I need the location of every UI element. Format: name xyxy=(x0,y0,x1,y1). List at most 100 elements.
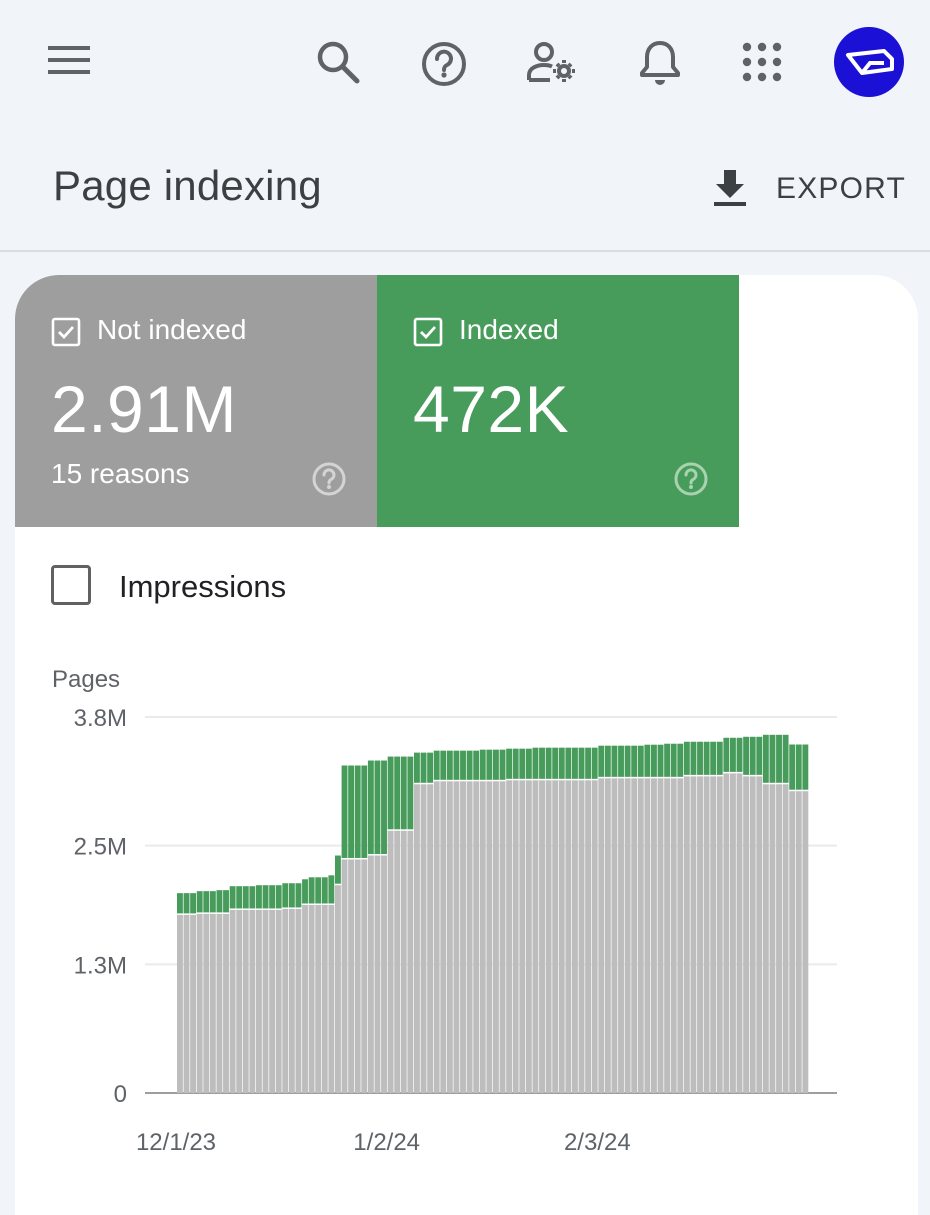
bar-indexed xyxy=(651,744,657,777)
bar-not-indexed xyxy=(453,781,460,1093)
bar-not-indexed xyxy=(249,909,256,1093)
bar-indexed xyxy=(532,747,539,779)
report-card: Not indexed 2.91M 15 reasons Indexed 472… xyxy=(15,275,918,1215)
bar-not-indexed xyxy=(190,914,197,1093)
bar-indexed xyxy=(657,744,664,777)
bar-indexed xyxy=(802,744,809,790)
impressions-checkbox[interactable] xyxy=(51,565,91,605)
bar-indexed xyxy=(637,745,644,777)
indexed-value: 472K xyxy=(413,372,570,446)
impressions-label: Impressions xyxy=(119,569,287,604)
bar-indexed xyxy=(427,752,434,783)
bar-indexed xyxy=(223,890,229,913)
bar-indexed xyxy=(354,765,361,858)
bar-indexed xyxy=(552,747,559,779)
help-icon[interactable] xyxy=(420,40,468,88)
bar-not-indexed xyxy=(460,781,466,1093)
bar-not-indexed xyxy=(743,776,750,1093)
not-indexed-checkbox-icon[interactable] xyxy=(51,317,81,352)
bar-not-indexed xyxy=(499,781,506,1093)
bar-not-indexed xyxy=(321,905,328,1093)
bar-not-indexed xyxy=(519,780,526,1093)
bar-not-indexed xyxy=(466,781,473,1093)
bar-not-indexed xyxy=(183,914,190,1093)
export-button[interactable]: EXPORT xyxy=(706,158,906,218)
bar-indexed xyxy=(782,734,789,783)
bar-not-indexed xyxy=(611,778,618,1093)
bar-indexed xyxy=(558,747,565,779)
bar-indexed xyxy=(624,745,631,777)
bar-indexed xyxy=(578,747,585,779)
bar-not-indexed xyxy=(394,830,401,1093)
bar-indexed xyxy=(506,748,513,779)
bar-not-indexed xyxy=(552,780,559,1093)
bar-indexed xyxy=(795,744,802,790)
help-icon[interactable] xyxy=(311,461,347,502)
bar-not-indexed xyxy=(236,909,243,1093)
bar-not-indexed xyxy=(512,780,519,1093)
bar-not-indexed xyxy=(723,773,730,1093)
bar-indexed xyxy=(433,750,440,780)
bar-not-indexed xyxy=(387,830,394,1093)
bar-not-indexed xyxy=(308,905,315,1093)
bar-not-indexed xyxy=(637,778,644,1093)
bar-not-indexed xyxy=(677,778,684,1093)
bar-indexed xyxy=(216,890,223,913)
bar-indexed xyxy=(256,885,262,909)
notifications-icon[interactable] xyxy=(638,38,682,86)
impressions-toggle[interactable]: Impressions xyxy=(51,565,351,611)
bar-not-indexed xyxy=(361,859,368,1093)
bar-indexed xyxy=(367,760,374,855)
bar-indexed xyxy=(762,734,769,783)
bar-not-indexed xyxy=(288,908,295,1093)
bar-not-indexed xyxy=(644,778,651,1093)
bar-not-indexed xyxy=(262,909,269,1093)
bar-not-indexed xyxy=(532,780,539,1093)
bar-indexed xyxy=(466,750,473,780)
bar-not-indexed xyxy=(473,781,480,1093)
bar-not-indexed xyxy=(539,780,545,1093)
bar-not-indexed xyxy=(335,885,341,1093)
x-tick-label: 2/3/24 xyxy=(564,1129,631,1156)
page-title: Page indexing xyxy=(53,162,322,209)
bar-not-indexed xyxy=(282,908,289,1093)
search-icon[interactable] xyxy=(316,40,362,86)
bar-not-indexed xyxy=(440,781,447,1093)
bar-not-indexed xyxy=(256,909,262,1093)
bar-not-indexed xyxy=(683,776,690,1093)
bar-indexed xyxy=(446,750,453,780)
help-icon[interactable] xyxy=(673,461,709,502)
download-icon xyxy=(712,168,748,213)
bar-not-indexed xyxy=(697,776,703,1093)
bar-indexed xyxy=(321,877,328,904)
bar-indexed xyxy=(236,886,243,909)
manage-users-icon[interactable] xyxy=(526,40,578,84)
indexed-tile[interactable]: Indexed 472K xyxy=(377,275,739,527)
not-indexed-tile[interactable]: Not indexed 2.91M 15 reasons xyxy=(15,275,377,527)
bar-indexed xyxy=(387,756,394,830)
bar-indexed xyxy=(670,743,677,777)
bar-not-indexed xyxy=(381,855,387,1093)
bar-not-indexed xyxy=(493,781,499,1093)
bar-indexed xyxy=(308,877,315,904)
bar-not-indexed xyxy=(782,784,789,1093)
bar-indexed xyxy=(335,855,341,884)
bar-not-indexed xyxy=(591,780,598,1093)
apps-icon[interactable] xyxy=(742,42,782,82)
bar-not-indexed xyxy=(624,778,631,1093)
bar-indexed xyxy=(519,748,526,779)
bar-indexed xyxy=(585,747,592,779)
bar-not-indexed xyxy=(795,791,802,1093)
bar-indexed xyxy=(683,741,690,775)
bar-indexed xyxy=(315,877,322,904)
bar-indexed xyxy=(203,891,210,913)
menu-icon[interactable] xyxy=(46,40,92,80)
not-indexed-value: 2.91M xyxy=(51,372,237,446)
bar-not-indexed xyxy=(209,913,216,1093)
bar-indexed xyxy=(190,893,197,914)
indexed-checkbox-icon[interactable] xyxy=(413,317,443,352)
indexed-label: Indexed xyxy=(459,314,559,345)
bar-indexed xyxy=(749,736,756,775)
avatar[interactable] xyxy=(834,27,904,97)
bar-not-indexed xyxy=(433,781,440,1093)
